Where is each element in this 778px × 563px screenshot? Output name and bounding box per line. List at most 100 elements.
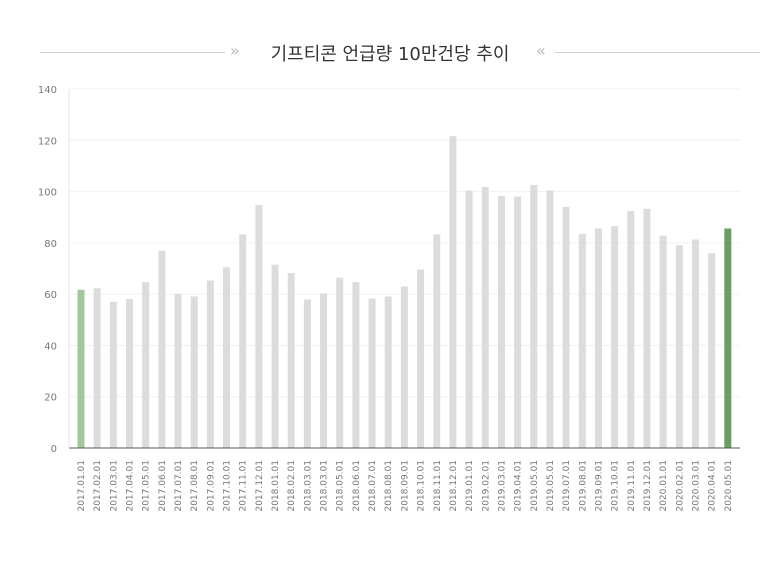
- bar: [400, 286, 408, 448]
- x-tick-label: 2017.07.01: [174, 460, 184, 512]
- y-tick-label: 60: [44, 290, 57, 301]
- x-tick-label: 2018.07.01: [368, 460, 378, 512]
- x-tick-label: 2018.03.01: [303, 460, 313, 512]
- x-tick-label: 2017.01.01: [77, 460, 87, 512]
- bar: [239, 234, 247, 448]
- x-tick-label: 2018.12.01: [449, 460, 459, 512]
- bar: [449, 136, 457, 448]
- bar: [368, 298, 376, 448]
- y-tick-label: 0: [51, 444, 57, 455]
- bar: [93, 288, 101, 448]
- x-tick-label: 2019.05.01: [530, 460, 540, 512]
- bar: [109, 301, 117, 448]
- y-tick-label: 40: [44, 341, 57, 352]
- bar: [433, 234, 441, 448]
- x-tick-label: 2019.12.01: [643, 460, 653, 512]
- x-tick-label: 2019.10.01: [611, 460, 621, 512]
- bar: [142, 282, 150, 448]
- bar: [206, 280, 214, 448]
- bar: [611, 226, 619, 448]
- bar: [190, 296, 198, 448]
- x-tick-label: 2019.07.01: [562, 460, 572, 512]
- bar: [223, 267, 231, 448]
- bar: [77, 289, 85, 448]
- bar: [708, 253, 716, 448]
- x-tick-label: 2019.08.01: [578, 460, 588, 512]
- bar: [320, 293, 328, 448]
- bar: [578, 233, 586, 448]
- bar: [562, 206, 570, 448]
- x-tick-label: 2017.05.01: [142, 460, 152, 512]
- bar: [643, 208, 651, 448]
- x-tick-label: 2019.09.01: [594, 460, 604, 512]
- bar: [417, 269, 425, 448]
- bar: [158, 250, 166, 448]
- bar: [126, 299, 134, 448]
- chart-title: 기프티콘 언급량 10만건당 추이: [270, 44, 510, 65]
- x-tick-label: 2018.01.01: [271, 460, 281, 512]
- title-divider-left: [40, 52, 225, 53]
- bar: [497, 195, 505, 448]
- double-chevron-left-icon: «: [536, 41, 546, 60]
- y-tick-label: 20: [44, 393, 57, 404]
- x-tick-label: 2019.01.01: [465, 460, 475, 512]
- x-tick-label: 2020.01.01: [659, 460, 669, 512]
- chart-title-row: » 기프티콘 언급량 10만건당 추이 «: [40, 40, 760, 66]
- bar: [255, 205, 263, 448]
- bar: [384, 296, 392, 448]
- y-tick-label: 140: [38, 85, 57, 96]
- x-tick-label: 2019.11.01: [627, 460, 637, 512]
- bar: [546, 190, 554, 448]
- bars: [77, 136, 732, 448]
- x-tick-label: 2017.02.01: [93, 460, 103, 512]
- bar: [287, 273, 295, 448]
- x-tick-label: 2018.10.01: [417, 460, 427, 512]
- x-tick-label: 2020.05.01: [724, 460, 734, 512]
- x-tick-label: 2019.03.01: [497, 460, 507, 512]
- bar: [271, 264, 279, 448]
- x-tick-label: 2018.05.01: [336, 460, 346, 512]
- bar: [465, 190, 473, 448]
- x-tick-label: 2019.02.01: [481, 460, 491, 512]
- x-tick-label: 2019.04.01: [514, 460, 524, 512]
- bar: [691, 239, 699, 448]
- title-divider-right: [555, 52, 760, 53]
- x-tick-label: 2020.04.01: [708, 460, 718, 512]
- x-tick-label: 2018.02.01: [287, 460, 297, 512]
- x-tick-label: 2018.09.01: [400, 460, 410, 512]
- bar: [336, 277, 344, 448]
- x-tick-label: 2018.03.01: [320, 460, 330, 512]
- bar: [481, 186, 489, 448]
- x-tick-label: 2018.08.01: [384, 460, 394, 512]
- x-tick-label: 2017.04.01: [126, 460, 136, 512]
- bar: [530, 184, 538, 448]
- bar: [514, 196, 522, 448]
- bar: [174, 293, 182, 448]
- y-tick-label: 100: [38, 188, 57, 199]
- y-axis-ticks: 0 20 40 60 80 100 120 140: [38, 85, 57, 455]
- x-tick-label: 2020.02.01: [675, 460, 685, 512]
- bar: [724, 228, 732, 448]
- x-tick-label: 2020.03.01: [691, 460, 701, 512]
- x-tick-label: 2017.08.01: [190, 460, 200, 512]
- x-tick-label: 2017.11.01: [239, 460, 249, 512]
- bar: [627, 211, 635, 448]
- x-tick-label: 2017.09.01: [206, 460, 216, 512]
- bar: [303, 299, 311, 448]
- x-tick-label: 2017.03.01: [109, 460, 119, 512]
- bar: [659, 235, 667, 448]
- y-tick-label: 80: [44, 239, 57, 250]
- x-tick-label: 2018.11.01: [433, 460, 443, 512]
- bar: [352, 282, 360, 448]
- x-tick-label: 2017.10.01: [223, 460, 233, 512]
- bar: [594, 228, 602, 448]
- bar: [675, 245, 683, 448]
- double-chevron-right-icon: »: [230, 41, 240, 60]
- x-tick-label: 2017.12.01: [255, 460, 265, 512]
- x-axis-labels: 2017.01.01 2017.02.01 2017.03.01 2017.04.01…: [77, 460, 734, 512]
- y-tick-label: 120: [38, 136, 57, 147]
- x-tick-label: 2018.06.01: [352, 460, 362, 512]
- x-tick-label: 2019.05.01: [546, 460, 556, 512]
- x-tick-label: 2017.06.01: [158, 460, 168, 512]
